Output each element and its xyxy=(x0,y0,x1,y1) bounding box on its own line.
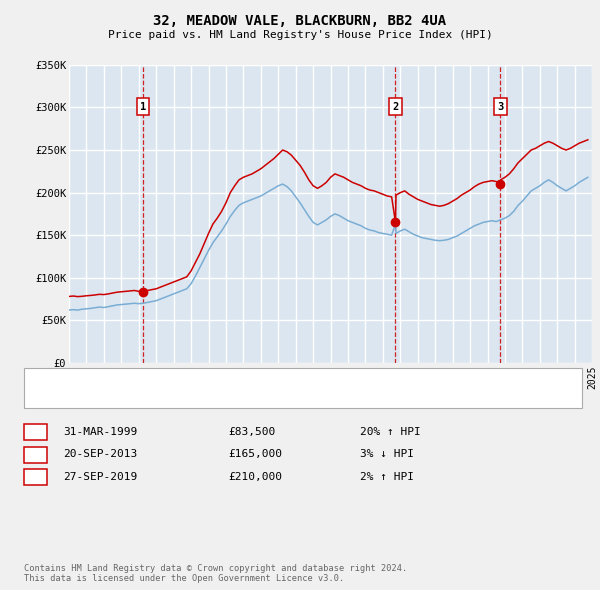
Text: 3: 3 xyxy=(32,472,39,481)
Text: 2: 2 xyxy=(32,450,39,459)
Text: Contains HM Land Registry data © Crown copyright and database right 2024.
This d: Contains HM Land Registry data © Crown c… xyxy=(24,563,407,583)
Text: 32, MEADOW VALE, BLACKBURN, BB2 4UA (detached house): 32, MEADOW VALE, BLACKBURN, BB2 4UA (det… xyxy=(93,374,398,384)
Text: 2: 2 xyxy=(392,101,398,112)
Text: HPI: Average price, detached house, Blackburn with Darwen: HPI: Average price, detached house, Blac… xyxy=(93,392,428,402)
Text: 31-MAR-1999: 31-MAR-1999 xyxy=(63,427,137,437)
Text: 27-SEP-2019: 27-SEP-2019 xyxy=(63,472,137,481)
Text: 1: 1 xyxy=(140,101,146,112)
Text: £83,500: £83,500 xyxy=(228,427,275,437)
Text: 3% ↓ HPI: 3% ↓ HPI xyxy=(360,450,414,459)
Text: 2% ↑ HPI: 2% ↑ HPI xyxy=(360,472,414,481)
Text: 20% ↑ HPI: 20% ↑ HPI xyxy=(360,427,421,437)
Text: £165,000: £165,000 xyxy=(228,450,282,459)
Text: ─────: ───── xyxy=(36,391,74,404)
Text: 20-SEP-2013: 20-SEP-2013 xyxy=(63,450,137,459)
Text: 32, MEADOW VALE, BLACKBURN, BB2 4UA: 32, MEADOW VALE, BLACKBURN, BB2 4UA xyxy=(154,14,446,28)
Text: Price paid vs. HM Land Registry's House Price Index (HPI): Price paid vs. HM Land Registry's House … xyxy=(107,31,493,40)
Text: £210,000: £210,000 xyxy=(228,472,282,481)
Text: ─────: ───── xyxy=(36,372,74,385)
Text: 1: 1 xyxy=(32,427,39,437)
Text: 3: 3 xyxy=(497,101,503,112)
